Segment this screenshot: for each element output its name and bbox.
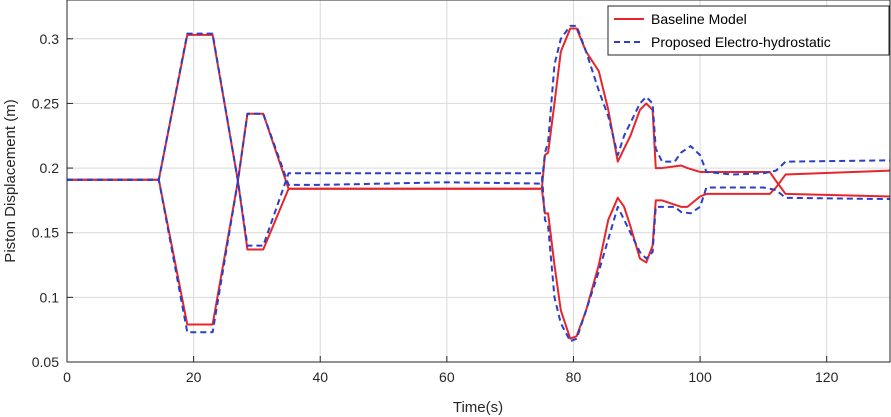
series-line-baseline-0 [67, 33, 891, 340]
plot-frame [66, 0, 891, 363]
series-line-baseline-1 [67, 27, 891, 326]
x-tick-label: 100 [688, 369, 712, 385]
legend-label-baseline: Baseline Model [651, 11, 747, 27]
x-tick-label: 20 [186, 369, 202, 385]
series-line-proposed-3 [67, 172, 891, 343]
x-tick-label: 120 [815, 369, 839, 385]
x-tick-label: 0 [63, 369, 71, 385]
plot-background [67, 0, 890, 362]
x-tick-label: 40 [312, 369, 328, 385]
y-tick-label: 0.05 [32, 354, 59, 370]
legend-box [607, 5, 890, 56]
y-tick-label: 0.2 [40, 160, 60, 176]
y-tick-label: 0.15 [32, 225, 59, 241]
legend: Baseline Model Proposed Electro-hydrosta… [607, 5, 890, 56]
y-axis-label: Piston Displacement (m) [2, 99, 19, 262]
legend-label-proposed: Proposed Electro-hydrostatic [651, 34, 831, 50]
x-tick-label: 60 [439, 369, 455, 385]
series-line-proposed-2 [67, 24, 891, 186]
x-tick-label: 80 [566, 369, 582, 385]
x-axis-label: Time(s) [453, 399, 503, 416]
y-tick-label: 0.25 [32, 95, 59, 111]
ticks: 0 20 40 60 80 100 120 0.05 0.1 0.15 0.2 0.25 0.3 [32, 31, 839, 385]
y-tick-label: 0.3 [40, 31, 60, 47]
series-layer [67, 24, 891, 343]
y-tick-label: 0.1 [40, 289, 60, 305]
